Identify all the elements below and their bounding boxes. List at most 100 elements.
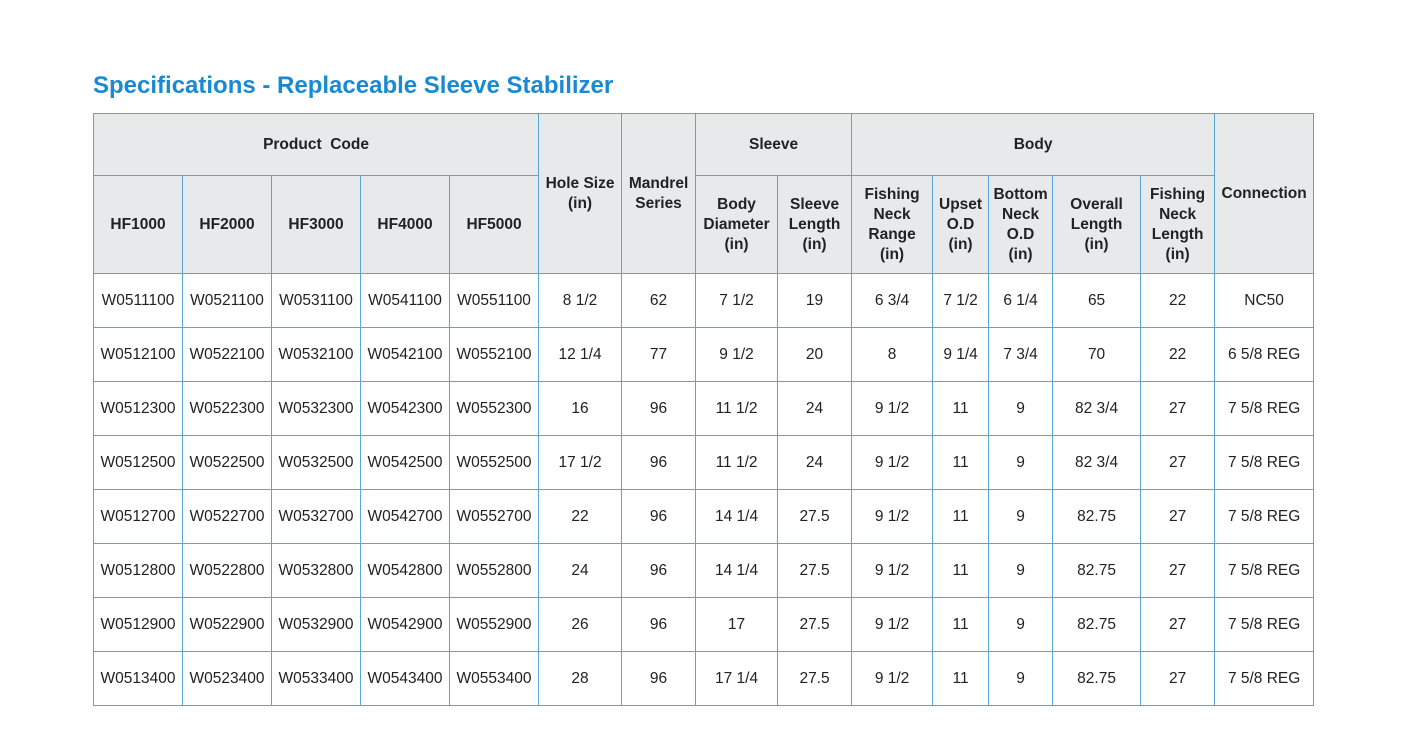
- cell: 27.5: [777, 489, 853, 544]
- cell: W0542700: [360, 489, 450, 544]
- cell: 27: [1140, 381, 1216, 436]
- column-header: Mandrel Series: [621, 113, 697, 274]
- cell: 82.75: [1052, 489, 1142, 544]
- cell: W0532300: [271, 381, 361, 436]
- cell: 11: [932, 435, 990, 490]
- cell: 11: [932, 651, 990, 706]
- cell: 77: [621, 327, 697, 382]
- cell: 7 5/8 REG: [1214, 381, 1315, 436]
- cell: 9: [988, 381, 1054, 436]
- cell: 27: [1140, 489, 1216, 544]
- cell: 27.5: [777, 543, 853, 598]
- cell: W0552900: [448, 597, 540, 652]
- column-header: Body Diameter (in): [695, 175, 779, 274]
- cell: W0522500: [182, 435, 272, 490]
- column-header: HF4000: [360, 175, 450, 274]
- cell: 7 1/2: [932, 273, 990, 328]
- cell: 28: [538, 651, 623, 706]
- column-header: HF1000: [93, 175, 183, 274]
- cell: 82.75: [1052, 543, 1142, 598]
- cell: 19: [777, 273, 853, 328]
- table-row: W0511100 W0521100 W0531100 W0541100 W0551100…: [93, 273, 1315, 328]
- cell: 7 5/8 REG: [1214, 597, 1315, 652]
- cell: 9 1/2: [851, 651, 934, 706]
- cell: 9 1/4: [932, 327, 990, 382]
- column-header: Fishing Neck Range (in): [851, 175, 934, 274]
- column-header: HF3000: [271, 175, 361, 274]
- cell: 96: [621, 651, 697, 706]
- table-body: W0511100 W0521100 W0531100 W0541100 W0551100…: [93, 273, 1315, 706]
- header-row: Product Code Hole Size (in) Mandrel Seri…: [92, 113, 1315, 274]
- column-header: Connection: [1214, 113, 1315, 274]
- cell: W0542900: [360, 597, 450, 652]
- cell: W0532700: [271, 489, 361, 544]
- cell: 27.5: [777, 597, 853, 652]
- cell: 9: [988, 543, 1054, 598]
- column-header: HF5000: [448, 175, 540, 274]
- cell: W0541100: [360, 273, 450, 328]
- group-header: Product Code: [92, 113, 540, 176]
- cell: W0552100: [448, 327, 540, 382]
- cell: W0553400: [448, 651, 540, 706]
- cell: W0552800: [448, 543, 540, 598]
- cell: 11: [932, 543, 990, 598]
- cell: 96: [621, 381, 697, 436]
- cell: 9 1/2: [851, 489, 934, 544]
- cell: 26: [538, 597, 623, 652]
- cell: 24: [538, 543, 623, 598]
- cell: 24: [777, 381, 853, 436]
- cell: W0513400: [93, 651, 183, 706]
- cell: 27: [1140, 435, 1216, 490]
- cell: 27.5: [777, 651, 853, 706]
- cell: 6 5/8 REG: [1214, 327, 1315, 382]
- cell: 82 3/4: [1052, 381, 1142, 436]
- cell: 22: [1140, 327, 1216, 382]
- cell: 11: [932, 489, 990, 544]
- cell: 9 1/2: [695, 327, 779, 382]
- cell: 62: [621, 273, 697, 328]
- cell: W0532100: [271, 327, 361, 382]
- cell: 7 5/8 REG: [1214, 435, 1315, 490]
- cell: W0533400: [271, 651, 361, 706]
- cell: 9 1/2: [851, 435, 934, 490]
- cell: W0532500: [271, 435, 361, 490]
- cell: 96: [621, 543, 697, 598]
- cell: 8 1/2: [538, 273, 623, 328]
- table-row: W0512800 W0522800 W0532800 W0542800 W0552800…: [93, 543, 1315, 598]
- cell: 22: [538, 489, 623, 544]
- cell: 6 3/4: [851, 273, 934, 328]
- title: Specifications - Replaceable Sleeve Stab…: [93, 72, 614, 99]
- cell: 6 1/4: [988, 273, 1054, 328]
- cell: W0552700: [448, 489, 540, 544]
- cell: 96: [621, 435, 697, 490]
- group-header: Body: [851, 113, 1216, 176]
- cell: 70: [1052, 327, 1142, 382]
- cell: 17 1/2: [538, 435, 623, 490]
- cell: W0542500: [360, 435, 450, 490]
- cell: 14 1/4: [695, 489, 779, 544]
- cell: W0552500: [448, 435, 540, 490]
- cell: 12 1/4: [538, 327, 623, 382]
- cell: 11 1/2: [695, 381, 779, 436]
- cell: 9: [988, 435, 1054, 490]
- cell: 11 1/2: [695, 435, 779, 490]
- cell: W0522900: [182, 597, 272, 652]
- cell: 82 3/4: [1052, 435, 1142, 490]
- cell: 7 5/8 REG: [1214, 489, 1315, 544]
- cell: 24: [777, 435, 853, 490]
- cell: W0542100: [360, 327, 450, 382]
- table-row: W0512100 W0522100 W0532100 W0542100 W0552100…: [93, 327, 1315, 382]
- cell: 7 5/8 REG: [1214, 651, 1315, 706]
- cell: W0551100: [448, 273, 540, 328]
- cell: W0532800: [271, 543, 361, 598]
- cell: 9 1/2: [851, 543, 934, 598]
- cell: 11: [932, 381, 990, 436]
- cell: W0522100: [182, 327, 272, 382]
- cell: W0542800: [360, 543, 450, 598]
- cell: 27: [1140, 543, 1216, 598]
- cell: NC50: [1214, 273, 1315, 328]
- column-header: HF2000: [182, 175, 272, 274]
- column-header: Fishing Neck Length (in): [1140, 175, 1216, 274]
- cell: 11: [932, 597, 990, 652]
